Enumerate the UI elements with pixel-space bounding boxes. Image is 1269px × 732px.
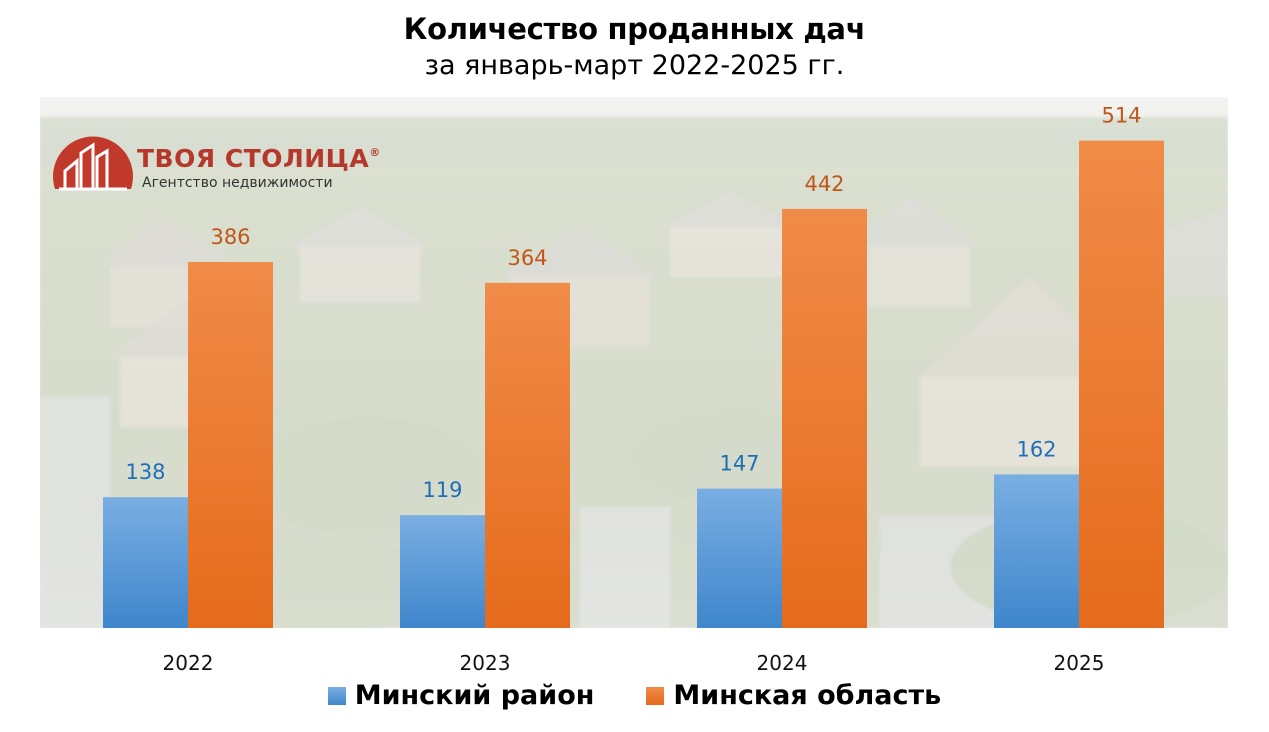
chart-title: Количество проданных дач [403,12,866,46]
legend: Минский район Минская область [0,680,1269,711]
bar-minsk-district-2025 [994,474,1079,628]
bar-minsk-district-2023 [400,515,485,628]
bar-minsk-district-2022 [103,497,188,628]
x-tick-label: 2025 [1054,651,1105,675]
data-label: 138 [125,460,165,484]
logo-registered-mark: ® [369,146,381,159]
chart-subtitle: за январь-март 2022-2025 гг. [424,50,845,81]
legend-swatch-blue [327,686,346,705]
data-label: 147 [719,452,759,476]
bar-minsk-region-2022 [188,261,273,628]
logo-name-text: ТВОЯ СТОЛИЦА [137,144,370,173]
bar-minsk-region-2023 [485,282,570,628]
legend-label: Минский район [354,680,595,711]
x-tick-label: 2023 [460,651,511,675]
legend-item-minsk-region: Минская область [646,680,941,711]
x-tick-label: 2022 [163,651,214,675]
legend-swatch-orange [646,686,665,705]
legend-item-minsk-district: Минский район [327,680,595,711]
bar-minsk-region-2024 [782,208,867,628]
data-label: 386 [210,225,250,249]
bar-minsk-region-2025 [1079,140,1164,628]
logo-name: ТВОЯ СТОЛИЦА® [137,144,381,173]
data-label: 119 [422,478,462,502]
data-label: 442 [804,172,844,196]
x-tick-label: 2024 [757,651,808,675]
data-label: 364 [507,246,547,270]
logo-mark-icon [53,136,133,191]
data-label: 162 [1016,437,1056,461]
legend-label: Минская область [673,680,942,711]
bar-minsk-district-2024 [697,488,782,628]
logo-tagline: Агентство недвижимости [142,175,333,191]
brand-logo [51,131,135,195]
data-label: 514 [1101,104,1141,128]
